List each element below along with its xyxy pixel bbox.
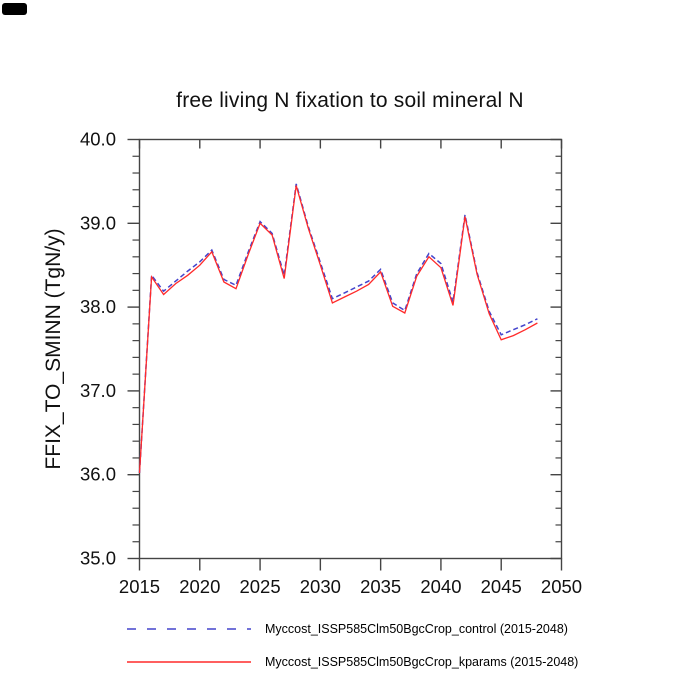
y-tick-label: 35.0 (80, 548, 116, 569)
legend-label-control: Myccost_ISSP585Clm50BgcCrop_control (201… (265, 622, 568, 636)
x-tick-label: 2015 (119, 576, 160, 597)
x-tick-label: 2040 (420, 576, 461, 597)
y-tick-label: 39.0 (80, 212, 116, 233)
x-tick-label: 2045 (481, 576, 522, 597)
series-line-kparams (138, 185, 538, 474)
x-tick-label: 2050 (541, 576, 582, 597)
y-tick-label: 38.0 (80, 296, 116, 317)
x-tick-label: 2025 (239, 576, 280, 597)
window-corner-mark (2, 3, 27, 15)
x-tick-label: 2030 (300, 576, 341, 597)
series-line-control (138, 183, 538, 474)
legend-line-control (127, 628, 251, 630)
x-tick-label: 2035 (360, 576, 401, 597)
legend-line-kparams (127, 661, 251, 663)
y-tick-label: 36.0 (80, 464, 116, 485)
y-tick-label: 40.0 (80, 129, 116, 150)
legend-label-kparams: Myccost_ISSP585Clm50BgcCrop_kparams (201… (265, 655, 579, 669)
y-tick-label: 37.0 (80, 380, 116, 401)
x-tick-label: 2020 (179, 576, 220, 597)
plot-frame (138, 138, 563, 560)
chart-title: free living N fixation to soil mineral N (176, 89, 524, 112)
